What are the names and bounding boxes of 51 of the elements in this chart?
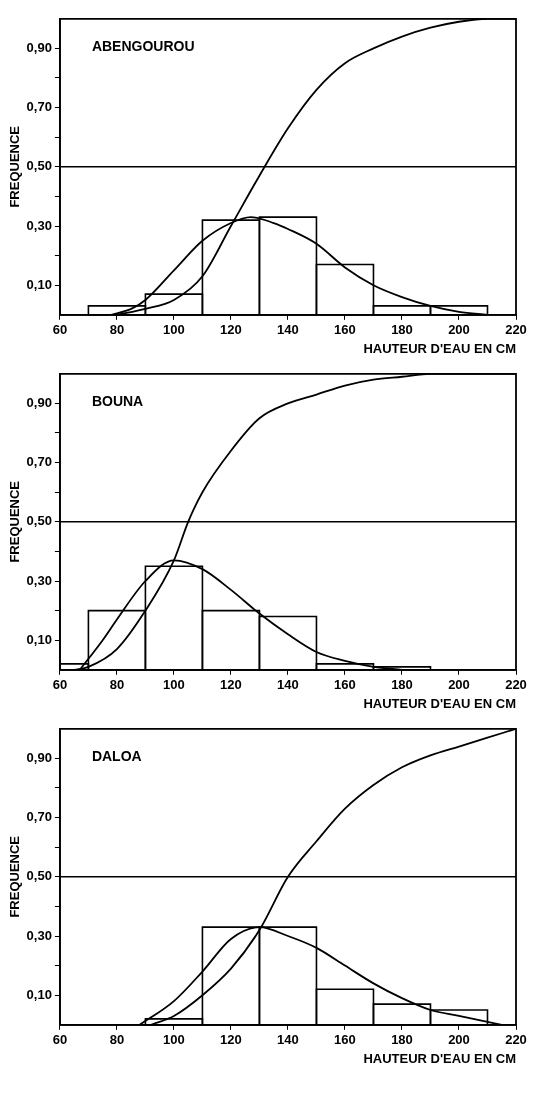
y-tick-label: 0,30 (26, 217, 52, 233)
y-tick-label: 0,50 (26, 158, 52, 174)
x-tick-label: 160 (334, 1032, 356, 1048)
y-tick-label: 0,10 (26, 986, 52, 1002)
y-tick-label: 0,10 (26, 276, 52, 292)
x-tick-label: 120 (220, 1032, 242, 1048)
x-tick-label: 140 (277, 677, 299, 693)
x-tick-label: 200 (448, 677, 470, 693)
x-tick-label: 140 (277, 1032, 299, 1048)
x-tick-label: 200 (448, 1032, 470, 1048)
x-tick-label: 120 (220, 322, 242, 338)
x-tick-label: 220 (505, 322, 527, 338)
x-tick-label: 180 (391, 677, 413, 693)
y-tick-label: 0,50 (26, 868, 52, 884)
text: DALOA (91, 747, 142, 764)
y-axis-title: FREQUENCE (7, 480, 23, 563)
x-tick-label: 100 (163, 677, 185, 693)
x-tick-label: 60 (52, 677, 68, 693)
y-tick-label: 0,30 (26, 927, 52, 943)
y-tick-label: 0,90 (26, 749, 52, 765)
x-tick-label: 160 (334, 677, 356, 693)
y-tick-label: 0,30 (26, 572, 52, 588)
y-axis-title: FREQUENCE (7, 125, 23, 208)
x-tick-label: 60 (52, 322, 68, 338)
y-tick-label: 0,50 (26, 513, 52, 529)
text: ABENGOUROU (91, 37, 195, 54)
x-tick-label: 200 (448, 322, 470, 338)
x-axis-title: HAUTEUR D'EAU EN CM (363, 1050, 516, 1066)
x-tick-label: 80 (109, 677, 125, 693)
x-tick-label: 140 (277, 322, 299, 338)
x-tick-label: 180 (391, 322, 413, 338)
y-tick-label: 0,70 (26, 454, 52, 470)
x-tick-label: 80 (109, 322, 125, 338)
y-tick-label: 0,10 (26, 631, 52, 647)
x-tick-label: 180 (391, 1032, 413, 1048)
x-axis-title: HAUTEUR D'EAU EN CM (363, 340, 516, 356)
text: BOUNA (91, 392, 144, 409)
y-axis-title: FREQUENCE (7, 835, 23, 918)
x-tick-label: 60 (52, 1032, 68, 1048)
x-tick-label: 120 (220, 677, 242, 693)
y-tick-label: 0,70 (26, 99, 52, 115)
x-axis-title: HAUTEUR D'EAU EN CM (363, 695, 516, 711)
y-tick-label: 0,90 (26, 394, 52, 410)
y-tick-label: 0,90 (26, 39, 52, 55)
x-tick-label: 220 (505, 1032, 527, 1048)
x-tick-label: 220 (505, 677, 527, 693)
y-tick-label: 0,70 (26, 809, 52, 825)
x-tick-label: 100 (163, 322, 185, 338)
x-tick-label: 100 (163, 1032, 185, 1048)
x-tick-label: 80 (109, 1032, 125, 1048)
x-tick-label: 160 (334, 322, 356, 338)
